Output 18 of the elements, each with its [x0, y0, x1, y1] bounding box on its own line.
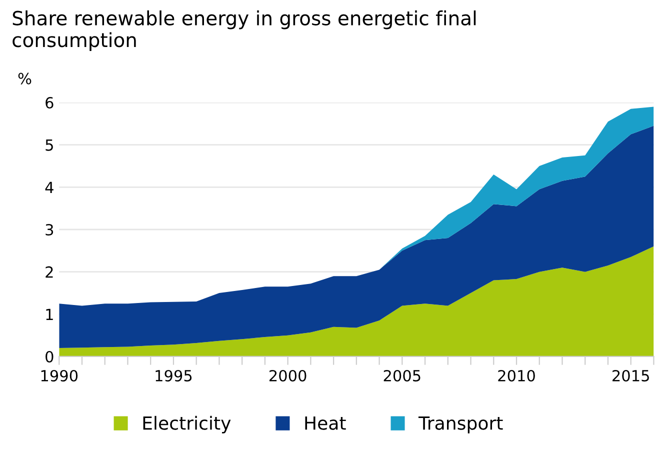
y-tick-label: 4 — [45, 182, 54, 193]
legend-label: Transport — [418, 416, 503, 434]
y-axis-title: % — [18, 72, 32, 84]
y-tick-label: 1 — [46, 308, 53, 320]
x-tick-label: 2000 — [269, 370, 306, 382]
y-tick-label: 2 — [46, 266, 53, 278]
y-tick-label: 6 — [46, 96, 54, 109]
y-tick-label: 0 — [46, 350, 54, 363]
legend-label: Heat — [305, 416, 346, 430]
chart-title: Share renewable energy in gross energetic final consumption — [12, 10, 476, 52]
x-tick-label: 2015 — [612, 370, 649, 382]
x-tick-label: 1990 — [41, 370, 78, 382]
x-tick-label: 2005 — [384, 370, 420, 382]
x-tick-label: 2010 — [498, 370, 535, 382]
y-tick-label: 5 — [46, 140, 53, 151]
x-tick-label: 1995 — [156, 370, 192, 382]
legend-label: Electricity — [143, 416, 231, 434]
y-tick-label: 3 — [46, 224, 54, 236]
